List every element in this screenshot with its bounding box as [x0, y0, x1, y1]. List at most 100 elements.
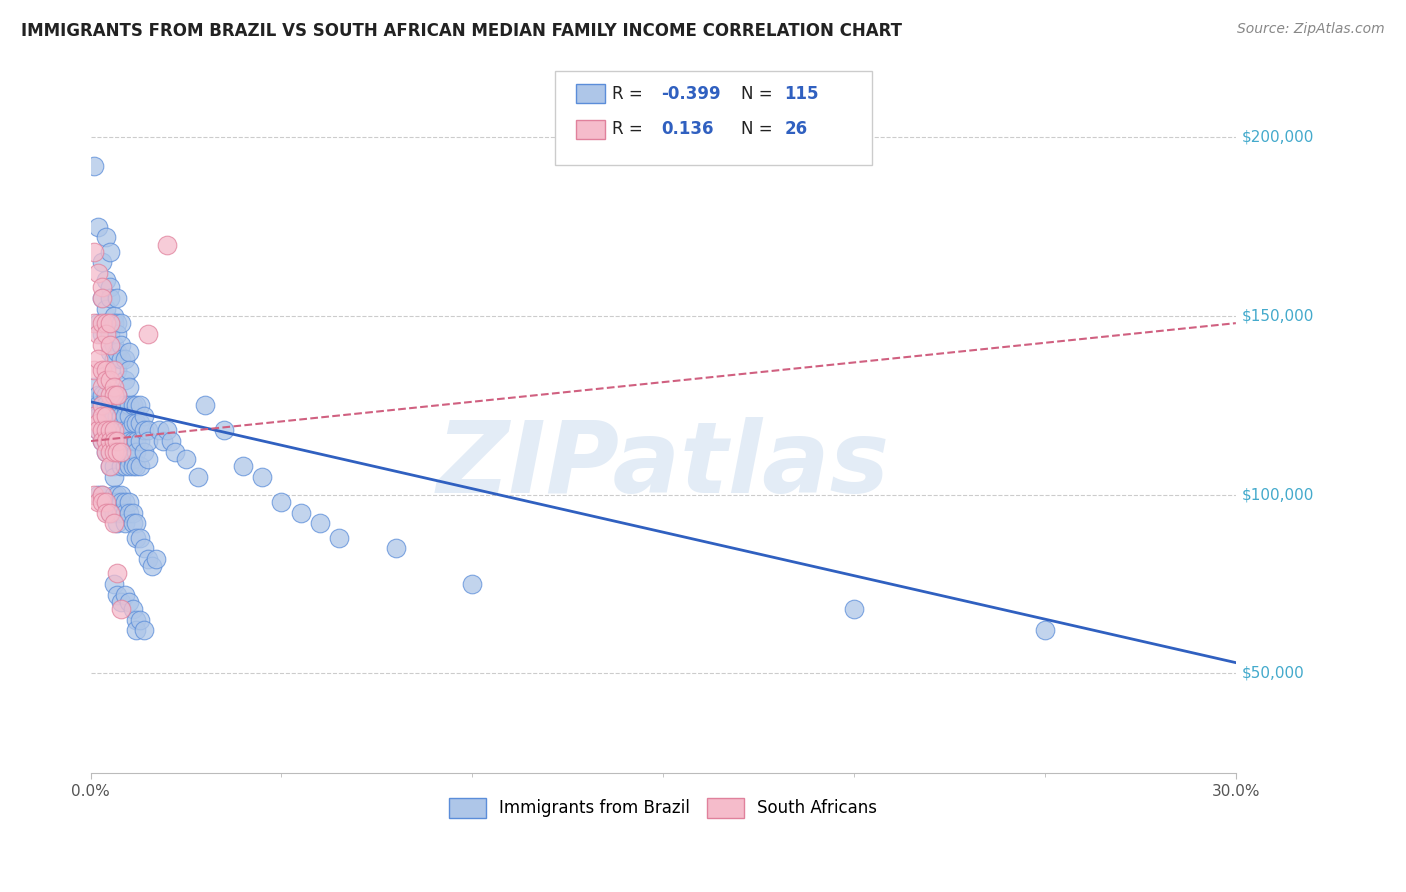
- Point: [110, 602, 132, 616]
- Point: [156, 237, 179, 252]
- Point: [98, 398, 121, 412]
- Point: [103, 309, 125, 323]
- Point: [83, 488, 105, 502]
- Text: -0.399: -0.399: [661, 85, 720, 103]
- Point: [91, 409, 114, 423]
- Point: [125, 624, 148, 638]
- Point: [136, 552, 159, 566]
- Point: [132, 541, 155, 556]
- Point: [105, 387, 128, 401]
- Point: [94, 409, 117, 423]
- Point: [94, 301, 117, 316]
- Point: [94, 387, 117, 401]
- Point: [94, 423, 117, 437]
- Point: [98, 506, 121, 520]
- Point: [132, 409, 155, 423]
- Point: [105, 444, 128, 458]
- Point: [94, 423, 117, 437]
- Point: [91, 398, 114, 412]
- Point: [114, 588, 136, 602]
- Text: 26: 26: [785, 120, 807, 138]
- Point: [145, 552, 167, 566]
- Text: R =: R =: [612, 120, 648, 138]
- Point: [94, 444, 117, 458]
- Point: [98, 423, 121, 437]
- Point: [132, 444, 155, 458]
- Point: [98, 434, 121, 448]
- Point: [98, 387, 121, 401]
- Point: [118, 398, 141, 412]
- Point: [94, 495, 117, 509]
- Text: $200,000: $200,000: [1241, 130, 1315, 145]
- Point: [114, 351, 136, 366]
- Point: [105, 291, 128, 305]
- Point: [110, 316, 132, 330]
- Point: [94, 495, 117, 509]
- Point: [94, 362, 117, 376]
- Point: [125, 531, 148, 545]
- Point: [91, 362, 114, 376]
- Point: [118, 362, 141, 376]
- Point: [105, 316, 128, 330]
- Point: [87, 488, 110, 502]
- Point: [105, 434, 128, 448]
- Point: [98, 434, 121, 448]
- Point: [129, 398, 152, 412]
- Point: [91, 337, 114, 351]
- Point: [87, 326, 110, 341]
- Point: [136, 326, 159, 341]
- Point: [105, 444, 128, 458]
- Point: [125, 434, 148, 448]
- Point: [110, 444, 132, 458]
- Point: [114, 398, 136, 412]
- Point: [98, 423, 121, 437]
- Text: R =: R =: [612, 85, 648, 103]
- Point: [91, 434, 114, 448]
- Point: [121, 506, 143, 520]
- Point: [103, 351, 125, 366]
- Point: [83, 398, 105, 412]
- Point: [87, 423, 110, 437]
- Point: [129, 434, 152, 448]
- Point: [328, 531, 350, 545]
- Point: [105, 516, 128, 531]
- Point: [152, 434, 174, 448]
- Text: N =: N =: [741, 120, 778, 138]
- Point: [103, 337, 125, 351]
- Point: [91, 255, 114, 269]
- Legend: Immigrants from Brazil, South Africans: Immigrants from Brazil, South Africans: [443, 791, 883, 824]
- Point: [103, 459, 125, 474]
- Point: [118, 409, 141, 423]
- Point: [98, 337, 121, 351]
- Point: [270, 495, 292, 509]
- Point: [87, 387, 110, 401]
- Point: [114, 459, 136, 474]
- Point: [94, 444, 117, 458]
- Point: [114, 516, 136, 531]
- Point: [91, 409, 114, 423]
- Point: [91, 488, 114, 502]
- Point: [94, 398, 117, 412]
- Point: [105, 588, 128, 602]
- Point: [103, 362, 125, 376]
- Point: [110, 595, 132, 609]
- Point: [103, 380, 125, 394]
- Point: [91, 387, 114, 401]
- Point: [132, 423, 155, 437]
- Point: [98, 409, 121, 423]
- Point: [129, 613, 152, 627]
- Point: [105, 398, 128, 412]
- Point: [98, 459, 121, 474]
- Text: Source: ZipAtlas.com: Source: ZipAtlas.com: [1237, 22, 1385, 37]
- Point: [87, 495, 110, 509]
- Point: [91, 326, 114, 341]
- Point: [103, 516, 125, 531]
- Point: [136, 452, 159, 467]
- Point: [105, 495, 128, 509]
- Point: [98, 459, 121, 474]
- Point: [103, 577, 125, 591]
- Point: [125, 459, 148, 474]
- Text: $100,000: $100,000: [1241, 487, 1315, 502]
- Point: [94, 434, 117, 448]
- Point: [308, 516, 330, 531]
